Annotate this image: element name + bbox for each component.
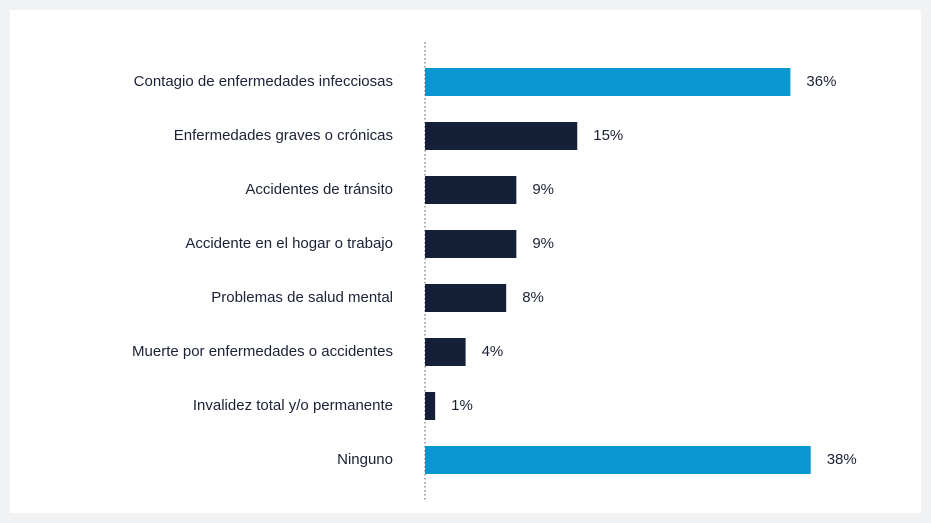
value-label: 9%: [532, 181, 554, 198]
value-label: 8%: [522, 289, 544, 306]
category-label: Contagio de enfermedades infecciosas: [134, 73, 393, 90]
category-label: Invalidez total y/o permanente: [193, 397, 393, 414]
value-label: 1%: [451, 397, 473, 414]
category-label: Enfermedades graves o crónicas: [174, 127, 393, 144]
bar: [425, 446, 811, 474]
value-label: 9%: [532, 235, 554, 252]
bar: [425, 338, 466, 366]
category-label: Accidentes de tránsito: [245, 181, 393, 198]
value-label: 36%: [806, 73, 836, 90]
value-label: 4%: [482, 343, 504, 360]
bar: [425, 122, 578, 150]
bar: [425, 176, 517, 204]
bar: [425, 68, 791, 96]
bar: [425, 284, 507, 312]
bar: [425, 230, 517, 258]
category-label: Accidente en el hogar o trabajo: [185, 235, 393, 252]
category-label: Problemas de salud mental: [211, 289, 393, 306]
value-label: 38%: [827, 451, 857, 468]
category-label: Ninguno: [337, 451, 393, 468]
bar: [425, 392, 436, 420]
value-label: 15%: [593, 127, 623, 144]
category-label: Muerte por enfermedades o accidentes: [132, 343, 393, 360]
